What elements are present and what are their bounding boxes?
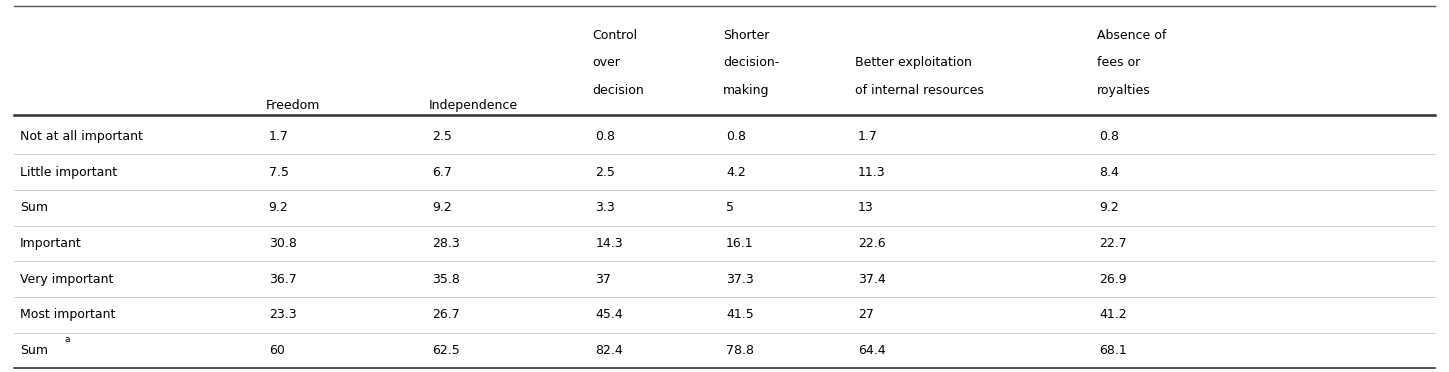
Text: 36.7: 36.7 bbox=[268, 273, 297, 286]
Text: Important: Important bbox=[20, 237, 83, 250]
Text: Shorter: Shorter bbox=[723, 29, 769, 42]
Text: 82.4: 82.4 bbox=[596, 344, 623, 357]
Text: Absence of: Absence of bbox=[1097, 29, 1166, 42]
Text: 7.5: 7.5 bbox=[268, 166, 288, 179]
Text: 0.8: 0.8 bbox=[726, 130, 746, 143]
Text: 26.9: 26.9 bbox=[1100, 273, 1127, 286]
Text: 27: 27 bbox=[858, 308, 874, 321]
Text: 30.8: 30.8 bbox=[268, 237, 297, 250]
Text: 22.7: 22.7 bbox=[1100, 237, 1127, 250]
Text: 1.7: 1.7 bbox=[858, 130, 878, 143]
Text: 9.2: 9.2 bbox=[268, 201, 288, 214]
Text: 1.7: 1.7 bbox=[268, 130, 288, 143]
Text: Not at all important: Not at all important bbox=[20, 130, 143, 143]
Text: 37: 37 bbox=[596, 273, 611, 286]
Text: 78.8: 78.8 bbox=[726, 344, 753, 357]
Text: Very important: Very important bbox=[20, 273, 113, 286]
Text: 62.5: 62.5 bbox=[432, 344, 459, 357]
Text: 28.3: 28.3 bbox=[432, 237, 459, 250]
Text: 45.4: 45.4 bbox=[596, 308, 623, 321]
Text: Independence: Independence bbox=[429, 99, 519, 112]
Text: 13: 13 bbox=[858, 201, 874, 214]
Text: 37.4: 37.4 bbox=[858, 273, 885, 286]
Text: Better exploitation: Better exploitation bbox=[855, 57, 972, 70]
Text: 11.3: 11.3 bbox=[858, 166, 885, 179]
Text: 0.8: 0.8 bbox=[596, 130, 616, 143]
Text: Most important: Most important bbox=[20, 308, 116, 321]
Text: 8.4: 8.4 bbox=[1100, 166, 1119, 179]
Text: decision: decision bbox=[593, 84, 645, 97]
Text: Control: Control bbox=[593, 29, 638, 42]
Text: 37.3: 37.3 bbox=[726, 273, 753, 286]
Text: 68.1: 68.1 bbox=[1100, 344, 1127, 357]
Text: Little important: Little important bbox=[20, 166, 117, 179]
Text: of internal resources: of internal resources bbox=[855, 84, 984, 97]
Text: 60: 60 bbox=[268, 344, 284, 357]
Text: 6.7: 6.7 bbox=[432, 166, 452, 179]
Text: 23.3: 23.3 bbox=[268, 308, 296, 321]
Text: 9.2: 9.2 bbox=[1100, 201, 1119, 214]
Text: 22.6: 22.6 bbox=[858, 237, 885, 250]
Text: 16.1: 16.1 bbox=[726, 237, 753, 250]
Text: 64.4: 64.4 bbox=[858, 344, 885, 357]
Text: 2.5: 2.5 bbox=[596, 166, 616, 179]
Text: 26.7: 26.7 bbox=[432, 308, 459, 321]
Text: 3.3: 3.3 bbox=[596, 201, 614, 214]
Text: 5: 5 bbox=[726, 201, 735, 214]
Text: decision-: decision- bbox=[723, 57, 780, 70]
Text: fees or: fees or bbox=[1097, 57, 1140, 70]
Text: a: a bbox=[64, 335, 70, 344]
Text: over: over bbox=[593, 57, 620, 70]
Text: Sum: Sum bbox=[20, 201, 48, 214]
Text: 0.8: 0.8 bbox=[1100, 130, 1120, 143]
Text: 9.2: 9.2 bbox=[432, 201, 452, 214]
Text: 41.5: 41.5 bbox=[726, 308, 753, 321]
Text: 14.3: 14.3 bbox=[596, 237, 623, 250]
Text: making: making bbox=[723, 84, 769, 97]
Text: royalties: royalties bbox=[1097, 84, 1151, 97]
Text: 35.8: 35.8 bbox=[432, 273, 459, 286]
Text: 4.2: 4.2 bbox=[726, 166, 746, 179]
Text: 41.2: 41.2 bbox=[1100, 308, 1127, 321]
Text: 2.5: 2.5 bbox=[432, 130, 452, 143]
Text: Freedom: Freedom bbox=[265, 99, 320, 112]
Text: Sum: Sum bbox=[20, 344, 48, 357]
